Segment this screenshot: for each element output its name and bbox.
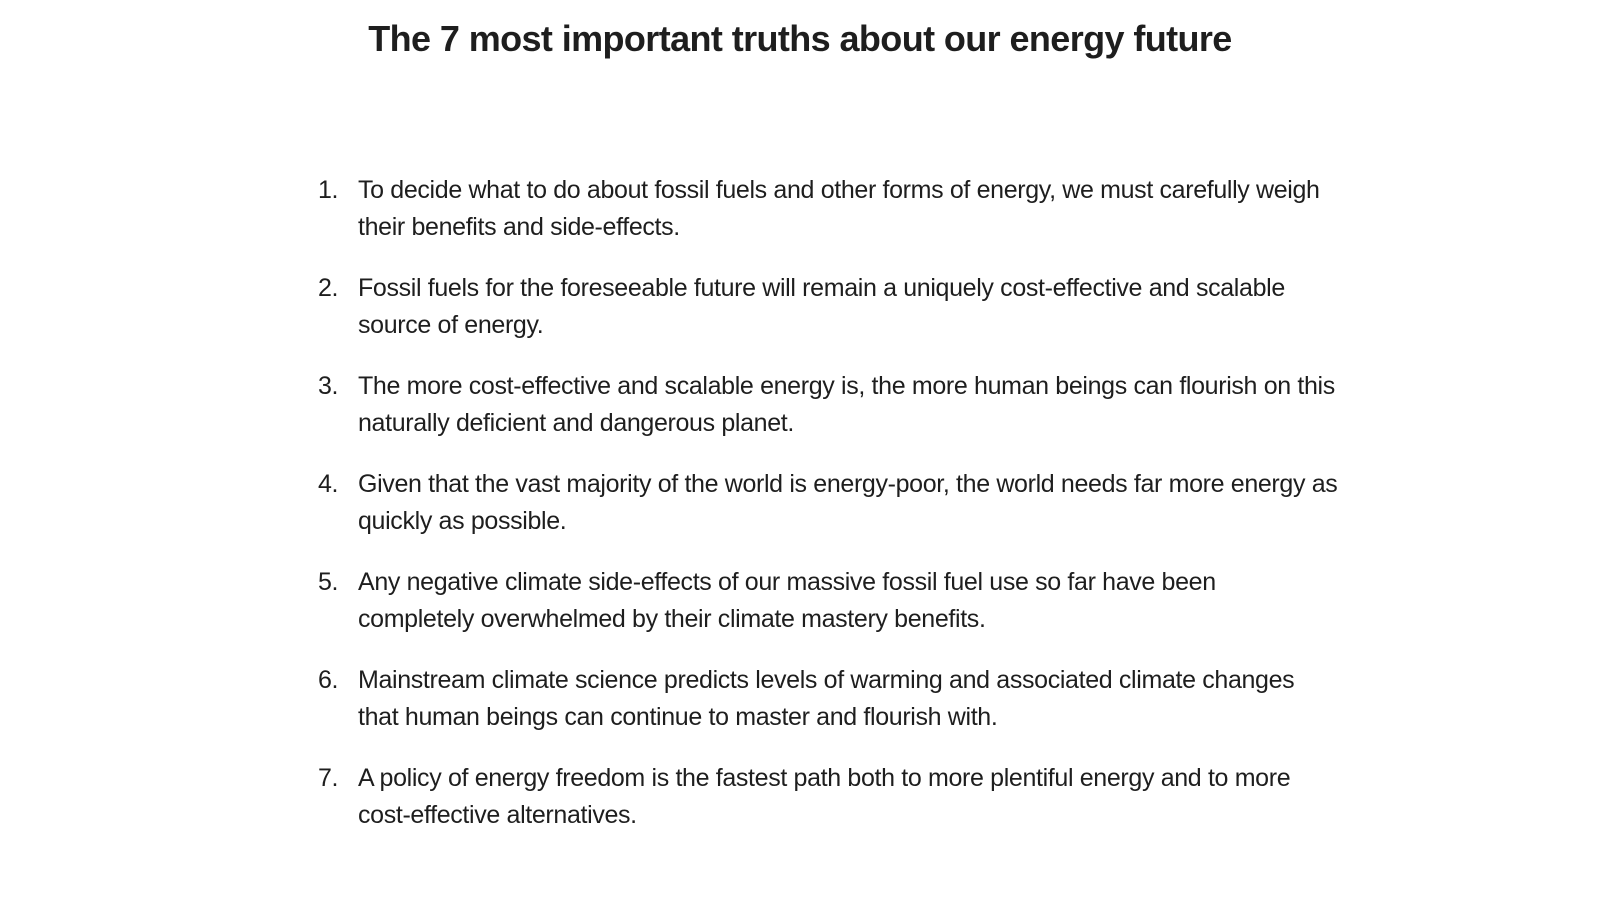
list-item-text: A policy of energy freedom is the fastes… xyxy=(358,764,1291,829)
page-title: The 7 most important truths about our en… xyxy=(368,18,1232,59)
list-item-text: Fossil fuels for the foreseeable future … xyxy=(358,274,1285,339)
truths-list: 1. To decide what to do about fossil fue… xyxy=(318,172,1338,858)
list-item-number: 2. xyxy=(318,274,339,302)
list-item-text: Mainstream climate science predicts leve… xyxy=(358,666,1295,731)
list-item-number: 3. xyxy=(318,372,339,400)
list-item: 5. Any negative climate side-effects of … xyxy=(318,564,1338,638)
list-item: 1. To decide what to do about fossil fue… xyxy=(318,172,1338,246)
list-item-number: 1. xyxy=(318,176,339,204)
list-item-number: 7. xyxy=(318,764,339,792)
list-item-number: 5. xyxy=(318,568,339,596)
list-item: 6. Mainstream climate science predicts l… xyxy=(318,662,1338,736)
list-item: 3. The more cost-effective and scalable … xyxy=(318,368,1338,442)
list-item-text: The more cost-effective and scalable ene… xyxy=(358,372,1335,437)
list-item-number: 4. xyxy=(318,470,339,498)
list-item-text: To decide what to do about fossil fuels … xyxy=(358,176,1320,241)
list-item-number: 6. xyxy=(318,666,339,694)
list-item: 4. Given that the vast majority of the w… xyxy=(318,466,1338,540)
list-item-text: Any negative climate side-effects of our… xyxy=(358,568,1216,633)
list-item-text: Given that the vast majority of the worl… xyxy=(358,470,1338,535)
list-item: 7. A policy of energy freedom is the fas… xyxy=(318,760,1338,834)
list-item: 2. Fossil fuels for the foreseeable futu… xyxy=(318,270,1338,344)
